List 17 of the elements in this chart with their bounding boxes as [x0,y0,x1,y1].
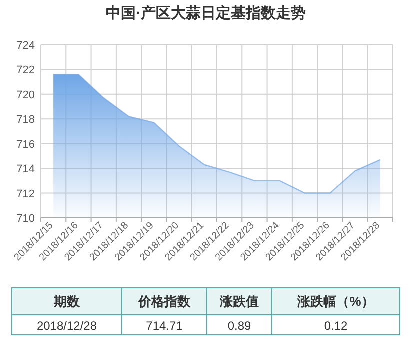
text: 2018/12/28 [36,319,98,333]
y-tick-label: 712 [16,188,35,200]
y-tick-label: 716 [16,138,35,151]
category-label: 涨跌幅（%） [296,294,374,309]
category-label: 涨跌值 [219,294,259,309]
y-tick-label: 714 [16,164,35,176]
y-tick-label: 710 [16,213,35,225]
category-label: 期数 [53,294,81,309]
text: 0.89 [228,319,252,333]
category-label: 价格指数 [138,294,192,309]
y-tick-label: 720 [16,89,35,102]
chart-title: 中国·产区大蒜日定基指数走势 [106,4,306,22]
text: 714.71 [146,319,184,333]
text: 0.12 [324,319,348,333]
y-tick-label: 722 [16,64,35,77]
y-tick-label: 724 [16,40,35,52]
y-tick-label: 718 [16,114,35,126]
